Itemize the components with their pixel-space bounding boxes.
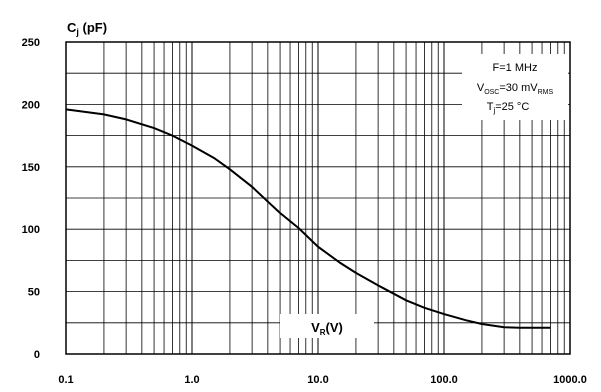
x-axis-label-box: [280, 314, 374, 338]
y-axis-label: Cj (pF): [67, 20, 107, 37]
annotation-box: [462, 54, 568, 120]
x-axis-label: VR(V): [311, 320, 343, 337]
y-tick-label: 250: [22, 37, 40, 49]
x-tick-label: 1000.0: [553, 374, 587, 386]
y-tick-label: 150: [22, 162, 40, 174]
x-tick-label: 10.0: [307, 374, 328, 386]
tick-labels: 0.1 1.0 10.0 100.0 1000.0 0 50 100 150 200 250: [22, 37, 587, 386]
annotation-vosc: VOSC=30 mVRMS: [477, 82, 554, 96]
y-tick-label: 0: [34, 349, 40, 361]
x-tick-label: 100.0: [430, 374, 458, 386]
annotation-tj: Tj=25 °C: [487, 101, 530, 115]
y-tick-label: 50: [28, 287, 40, 299]
series-line: [65, 108, 551, 329]
x-tick-label: 1.0: [184, 374, 199, 386]
y-tick-label: 100: [22, 224, 40, 236]
x-tick-label: 0.1: [58, 374, 73, 386]
plot-frame: [65, 41, 571, 355]
annotation-frequency: F=1 MHz: [493, 62, 538, 74]
y-tick-label: 200: [22, 99, 40, 111]
